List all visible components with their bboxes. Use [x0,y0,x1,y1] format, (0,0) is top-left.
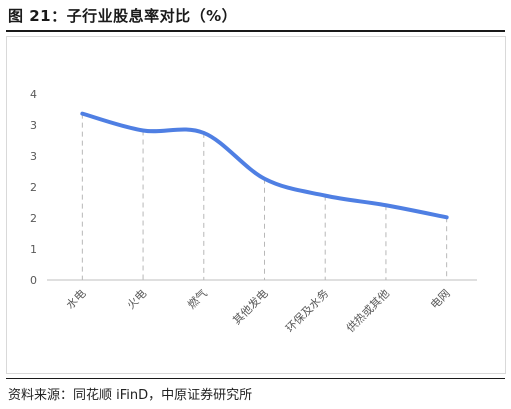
data-point-4 [323,194,327,198]
source-divider [6,378,505,379]
y-tick-label: 1 [30,243,37,256]
y-tick-label: 0 [30,274,37,287]
x-tick-label: 火电 [124,287,149,312]
data-point-2 [202,131,206,135]
x-tick-label: 环保及水务 [283,286,332,335]
x-tick-label: 电网 [428,287,453,312]
x-tick-label: 其他发电 [230,286,271,327]
title-divider [6,30,505,32]
data-point-0 [80,112,84,116]
x-tick-label: 供热或其他 [343,286,392,335]
y-tick-label: 2 [30,181,37,194]
series-line [80,111,449,220]
y-tick-label: 4 [30,88,37,101]
y-tick-label: 3 [30,150,37,163]
data-point-3 [263,177,266,181]
chart-frame: 0 1 2 2 3 3 4 水电 火电 燃气 其他发电 环保及水务 供热或其他 电网 [6,36,506,374]
data-point-6 [445,215,449,219]
source-note: 资料来源：同花顺 iFinD，中原证券研究所 [8,388,253,403]
x-tick-label: 水电 [64,287,89,312]
data-point-5 [384,203,388,207]
figure-title: 图 21：子行业股息率对比（%） [8,7,238,25]
y-tick-label: 3 [30,119,37,132]
data-point-1 [141,129,145,133]
y-tick-label: 2 [30,212,37,225]
x-tick-label: 燃气 [184,286,209,311]
line-chart: 0 1 2 2 3 3 4 水电 火电 燃气 其他发电 环保及水务 供热或其他 电网 [30,88,477,335]
